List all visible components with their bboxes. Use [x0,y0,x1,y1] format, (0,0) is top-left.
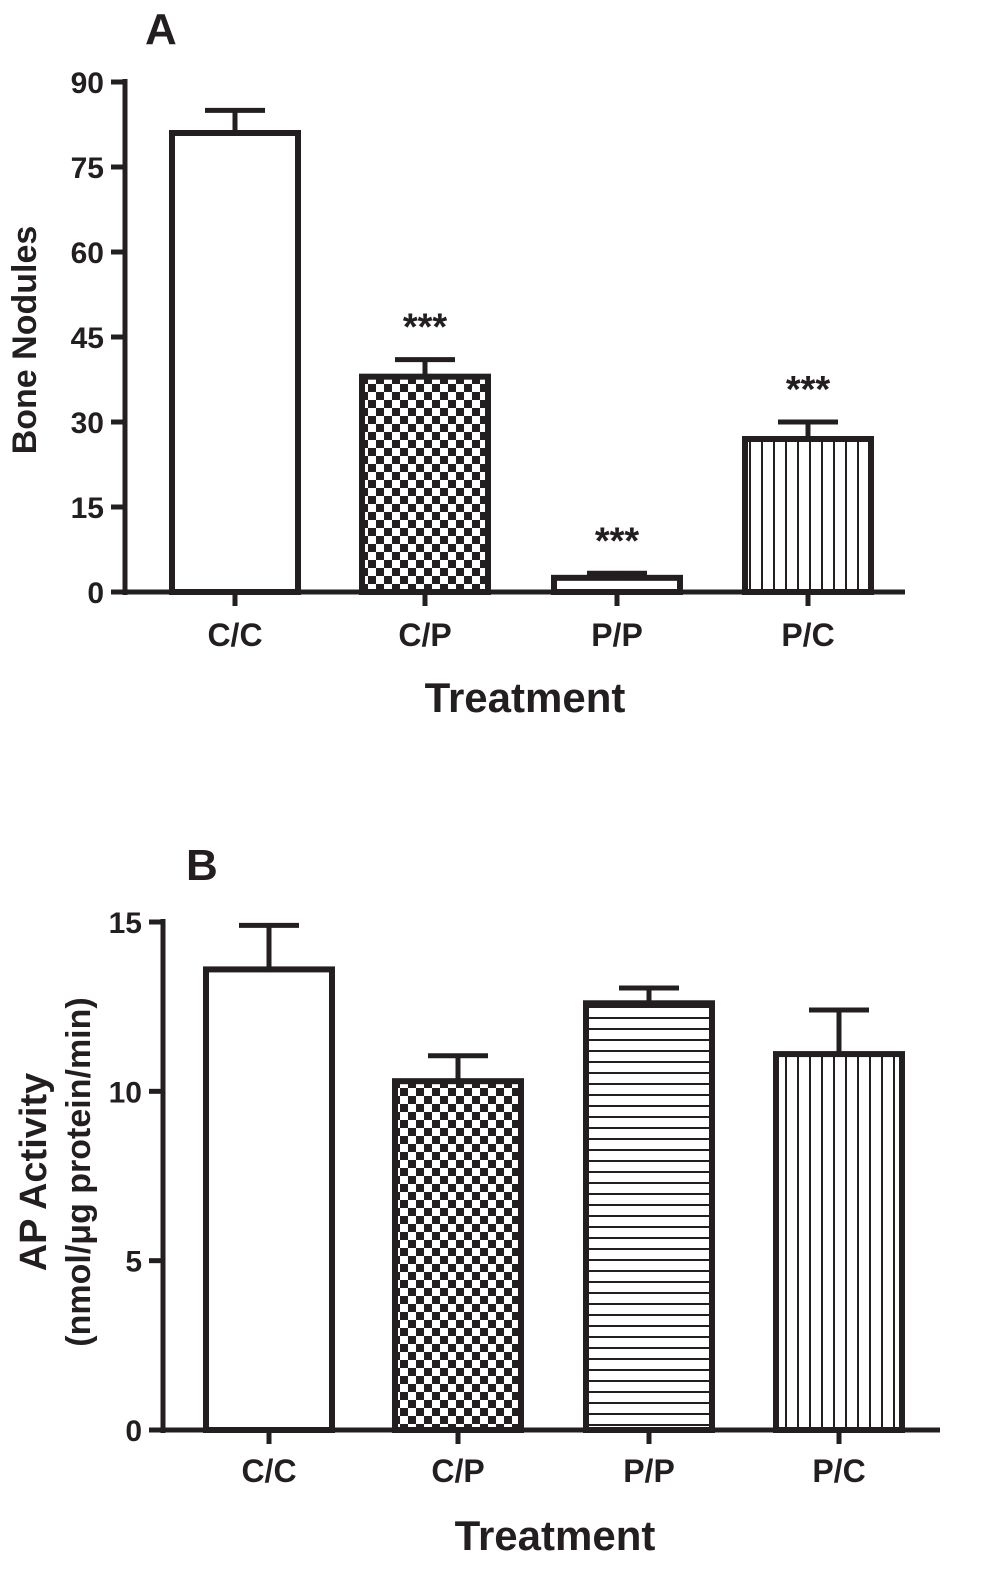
panel-a-bar-c-p [359,373,491,595]
panel-a-error-bar-p-c [778,419,838,439]
panel-a-bar-c-c [169,130,301,595]
panel-b-error-bar-p-p [619,985,679,1004]
panel-b-x-tick-label: P/P [623,1453,675,1489]
panel-b-letter: B [186,841,218,890]
panel-a-x-tick-label: P/C [781,617,834,653]
panel-b-error-bar-c-p [428,1053,488,1082]
panel-b-bar-c-c [203,966,335,1433]
panel-a-significance-label: *** [786,369,831,411]
panel-a-x-tick-label: C/C [207,617,262,653]
panel-b-y-tick-label: 5 [125,1246,142,1279]
panel-b-x-tick-label: P/C [812,1453,865,1489]
panel-a-y-axis-title: Bone Nodules [6,226,44,455]
panel-b-marks: C/C C/P P/P P/C 0 5 10 15 [109,907,940,1489]
panel-b-y-label: AP Activity [13,1073,55,1272]
panel-a-y-tick-label: 75 [71,152,104,185]
panel-a-error-bar-p-p [587,570,647,578]
panel-a-marks: C/C *** C/P *** P/P *** P/C 0 15 30 45 60 75 90 [71,67,905,653]
panel-a-x-label: Treatment [425,674,626,721]
panel-b-bar-p-p [583,1000,715,1434]
panel-a-y-tick-label: 90 [71,67,104,100]
panel-b-error-bar-c-c [239,922,299,970]
panel-a-error-bar-c-p [395,357,455,377]
panel-a-x-tick-label: C/P [398,617,451,653]
panel-a-y-label: Bone Nodules [6,226,44,455]
panel-a-chart: A Bone Nodules C/C *** C/P *** P/P *** P/C 0 15 3… [6,5,905,721]
panel-a-y-tick-label: 15 [71,492,104,525]
panel-b-bar-p-c [773,1051,905,1433]
panel-a-bar-p-c [742,436,874,595]
panel-a-y-tick-label: 60 [71,237,104,270]
panel-a-significance-label: *** [595,520,640,562]
panel-b-x-tick-label: C/C [241,1453,296,1489]
panel-a-error-bar-c-c [205,107,265,133]
panel-a-y-tick-label: 0 [87,577,104,610]
panel-b-y-tick-label: 0 [125,1415,142,1448]
panel-a-y-tick-label: 30 [71,407,104,440]
panel-b-bar-c-p [392,1078,524,1433]
panel-a-y-tick-label: 45 [71,322,104,355]
panel-b-x-tick-label: C/P [431,1453,484,1489]
panel-b-x-label: Treatment [455,1512,656,1559]
panel-b-chart: B AP Activity (nmol/μg protein/min) C/C C… [13,841,940,1559]
panel-b-y-tick-label: 15 [109,907,142,940]
panel-a-letter: A [145,5,177,54]
panel-b-y-label-units: (nmol/μg protein/min) [60,997,98,1346]
panel-b-y-tick-label: 10 [109,1076,142,1109]
panel-a-significance-label: *** [403,307,448,349]
panel-b-error-bar-p-c [809,1007,869,1055]
panel-a-x-tick-label: P/P [591,617,643,653]
